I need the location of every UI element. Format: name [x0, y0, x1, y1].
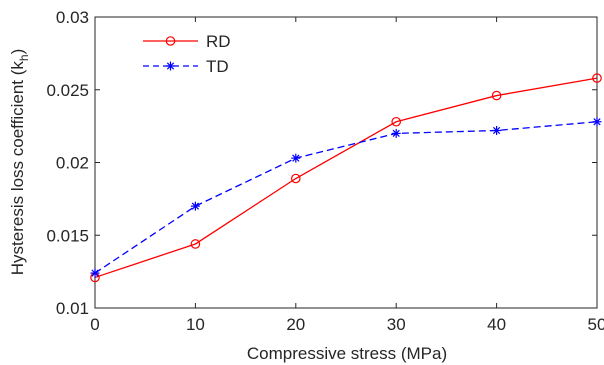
x-axis-title: Compressive stress (MPa): [247, 344, 447, 363]
y-tick-label: 0.01: [56, 299, 89, 318]
x-tick-label: 20: [286, 315, 305, 334]
data-point-td: [492, 125, 502, 135]
data-point-rd: [290, 173, 301, 184]
y-axis-title-suffix: ): [8, 49, 27, 55]
y-axis-title: Hysteresis loss coefficient (kh): [8, 49, 31, 276]
x-tick-label: 30: [387, 315, 406, 334]
y-tick-label: 0.03: [56, 8, 89, 27]
data-point-td: [391, 128, 401, 138]
data-point-td: [291, 153, 301, 163]
data-point-td: [90, 268, 100, 278]
legend-label-td: TD: [206, 57, 229, 76]
legend-marker-td: [166, 61, 175, 71]
data-point-td: [190, 201, 200, 211]
y-axis-title-subscript: h: [17, 54, 31, 61]
data-point-rd: [190, 239, 201, 249]
data-point-td: [592, 117, 602, 127]
x-tick-label: 0: [90, 315, 99, 334]
x-tick-label: 50: [588, 315, 604, 334]
legend-box: [135, 28, 245, 84]
data-point-rd: [491, 90, 502, 101]
data-point-rd: [592, 73, 602, 83]
x-tick-label: 40: [487, 315, 506, 334]
series-line-rd: [94, 77, 598, 279]
series-layer: [90, 73, 602, 283]
legend-label-rd: RD: [206, 32, 231, 51]
axis-ticks: 0 10 20 30 40 50 0.01 0.015 0.02 0.025 0.03: [46, 8, 604, 334]
y-axis-title-main: Hysteresis loss coefficient (k: [8, 61, 27, 276]
y-tick-label: 0.02: [56, 154, 89, 173]
legend-marker-rd: [165, 36, 176, 46]
y-tick-label: 0.025: [46, 81, 89, 100]
series-line-td: [94, 121, 598, 274]
y-tick-label: 0.015: [46, 226, 89, 245]
legend: RD TD: [135, 28, 245, 84]
x-tick-label: 10: [186, 315, 205, 334]
data-point-rd: [391, 116, 401, 127]
